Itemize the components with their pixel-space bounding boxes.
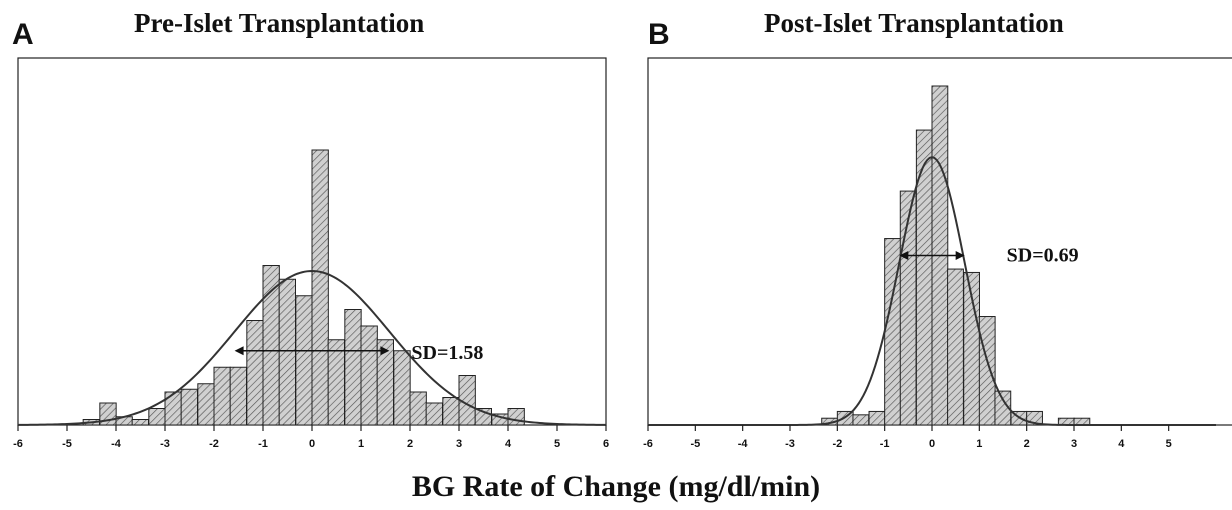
panel-letter: B — [648, 18, 670, 51]
x-tick-label: 4 — [505, 438, 512, 450]
histogram-bar — [994, 390, 1012, 426]
histogram-bar — [131, 419, 150, 426]
x-tick-label: -4 — [111, 438, 122, 450]
x-tick-label: 5 — [554, 438, 560, 450]
sd-arrowhead-left — [899, 251, 909, 260]
histogram-bar — [915, 129, 933, 426]
x-tick-label: -3 — [785, 438, 795, 450]
histogram-chart-a: SD=1.58 -6 -5 -4 -3 -2 -1 0 1 2 3 4 5 6 — [13, 57, 609, 450]
histogram-bar — [868, 410, 886, 426]
x-tick-label: -6 — [13, 438, 23, 450]
x-tick-label: 2 — [1024, 438, 1030, 450]
x-tick-label: 0 — [309, 438, 315, 450]
histogram-bar — [393, 350, 411, 426]
panel-title: Pre-Islet Transplantation — [134, 8, 425, 38]
x-tick-label: 2 — [407, 438, 413, 450]
sd-arrowhead-right — [955, 251, 965, 260]
x-tick-label: 1 — [358, 438, 364, 450]
x-tick-label: 3 — [456, 438, 462, 450]
histogram-bar — [327, 339, 346, 426]
x-tick-label: 6 — [603, 438, 609, 450]
histogram-bar — [507, 408, 525, 426]
x-tick-label: -5 — [690, 438, 700, 450]
x-tick-label: -1 — [258, 438, 268, 450]
sd-annotation: SD=1.58 — [411, 342, 483, 364]
sd-annotation: SD=0.69 — [1007, 245, 1079, 267]
x-tick-label: 5 — [1166, 438, 1172, 450]
histogram-bar — [229, 366, 248, 426]
histogram-bar — [899, 190, 917, 426]
x-tick-label: -2 — [832, 438, 842, 450]
sd-arrowhead-right — [380, 346, 390, 356]
panel-title: Post-Islet Transplantation — [764, 8, 1064, 38]
histogram-bar — [262, 265, 280, 426]
histogram-bar — [344, 309, 362, 426]
histogram-bar — [311, 149, 329, 426]
panel-b: B Post-Islet Transplantation SD=0.69 -6 -5… — [616, 0, 1232, 470]
x-tick-label: -3 — [160, 438, 170, 450]
x-tick-label: 0 — [929, 438, 935, 450]
histogram-bar — [360, 325, 378, 426]
x-tick-label: 1 — [976, 438, 982, 450]
histogram-bar — [978, 316, 996, 426]
x-tick-label: -2 — [209, 438, 219, 450]
x-tick-label: -5 — [62, 438, 72, 450]
histogram-bar — [947, 268, 964, 426]
normal-fit-curve — [17, 269, 607, 426]
x-axis-label: BG Rate of Change (mg/dl/min) — [411, 470, 821, 503]
panel-letter: A — [12, 18, 34, 51]
histogram-bar — [425, 402, 444, 426]
histogram-bar — [852, 414, 870, 426]
histogram-bar — [295, 295, 313, 426]
x-tick-label: -6 — [643, 438, 653, 450]
histogram-bar — [442, 397, 460, 426]
histogram-bar — [409, 391, 427, 426]
x-tick-label: 4 — [1118, 438, 1125, 450]
x-tick-label: 3 — [1071, 438, 1077, 450]
x-tick-label: -4 — [738, 438, 749, 450]
histogram-bar — [148, 408, 166, 426]
histogram-chart-b: SD=0.69 -6 -5 -4 -3 -2 -1 0 1 2 3 4 5 — [643, 57, 1232, 450]
histogram-bar — [246, 320, 264, 426]
x-tick-label: -1 — [880, 438, 890, 450]
sd-arrowhead-left — [234, 346, 244, 356]
panel-a: A Pre-Islet Transplantation SD=1.58 -6 -5 -… — [0, 0, 616, 470]
histogram-bar — [180, 388, 199, 426]
histogram-bar — [197, 383, 215, 426]
histogram-bar — [213, 366, 231, 426]
histogram-bar — [278, 278, 297, 426]
